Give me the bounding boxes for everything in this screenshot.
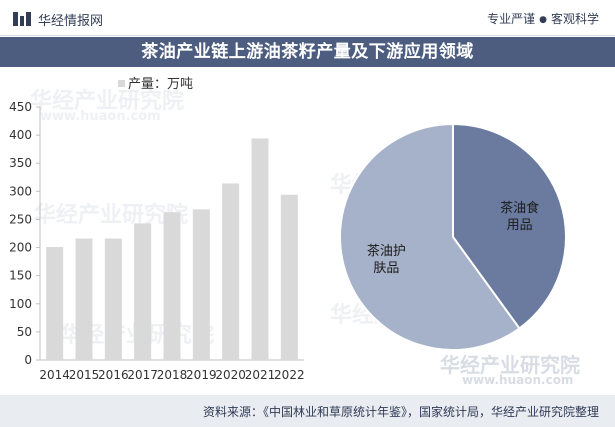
top-bar: 华经情报网 专业严谨 ● 客观科学 [0,0,615,36]
y-tick-label: 50 [17,325,32,339]
bar-2022 [280,194,298,360]
x-tick-label: 2022 [274,368,305,382]
x-tick-label: 2017 [127,368,158,382]
pie-slice-茶油护肤品 [339,122,521,351]
x-tick-label: 2014 [39,368,70,382]
slogan: 专业严谨 ● 客观科学 [487,10,599,27]
y-tick-label: 150 [9,269,32,283]
bar-2014 [46,246,64,360]
bar-2021 [251,138,269,360]
brand-logo-icon [13,12,31,26]
slogan-left: 专业严谨 [487,12,536,26]
legend-swatch [118,80,125,87]
x-tick-label: 2018 [157,368,188,382]
y-tick-label: 450 [9,100,32,114]
bar-chart: 0501001502002503003504004502014201520162… [9,77,305,382]
bar-2018 [163,212,181,360]
source-note: 资料来源：《中国林业和草原统计年鉴》，国家统计局，华经产业研究院整理 [202,405,599,419]
x-tick-label: 2021 [245,368,276,382]
brand-name: 华经情报网 [38,14,104,29]
y-tick-label: 300 [9,184,32,198]
y-tick-label: 100 [9,297,32,311]
pie-slice-label: 茶油护 [367,243,406,259]
y-tick-label: 200 [9,241,32,255]
bar-2019 [192,209,210,360]
x-tick-label: 2015 [69,368,100,382]
slogan-right: 客观科学 [550,12,599,26]
slogan-separator-icon: ● [539,15,547,25]
chart-title: 茶油产业链上游油茶籽产量及下游应用领域 [0,37,615,67]
x-tick-label: 2019 [186,368,217,382]
pie-slice-label: 用品 [507,218,533,233]
y-tick-label: 250 [9,212,32,226]
pie-slice-label: 茶油食 [500,200,539,216]
bar-2017 [134,223,152,360]
legend-label: 产量：万吨 [128,77,193,92]
pie-slice-label: 肤品 [373,261,399,276]
y-tick-label: 350 [9,156,32,170]
pie-slice-茶油食用品 [452,122,567,330]
bar-2016 [104,238,122,360]
x-tick-label: 2020 [215,368,246,382]
bar-2020 [222,183,240,360]
footer: 资料来源：《中国林业和草原统计年鉴》，国家统计局，华经产业研究院整理 [0,395,615,427]
y-tick-label: 0 [24,353,32,367]
x-tick-label: 2016 [98,368,129,382]
chart-area: 华经产业研究院 www.huaon.com 华经产业研究院 华经产业研究院 华经… [0,67,615,395]
bar-2015 [75,238,93,360]
y-tick-label: 400 [9,128,32,142]
